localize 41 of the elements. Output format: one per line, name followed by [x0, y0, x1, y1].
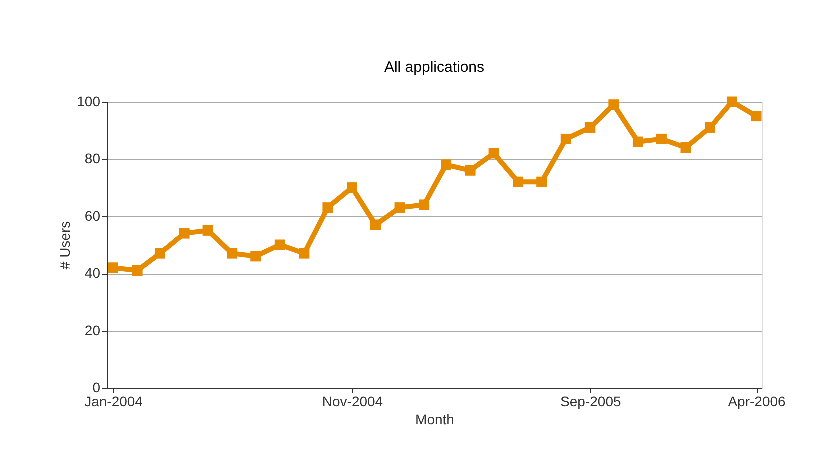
- point: [250, 251, 262, 262]
- point: [227, 248, 238, 259]
- y-tick-label: 0: [92, 380, 101, 396]
- y-tick-label: 100: [77, 94, 101, 110]
- point: [346, 182, 358, 194]
- point: [608, 100, 620, 110]
- point: [202, 225, 214, 236]
- point: [108, 262, 119, 274]
- y-tick-label: 20: [84, 322, 101, 338]
- point: [705, 122, 716, 133]
- x-tick-label: Sep-2005: [560, 394, 622, 410]
- y-tick-label: 40: [84, 265, 101, 282]
- point: [132, 265, 143, 276]
- y-axis-title: # Users: [57, 221, 74, 270]
- x-axis-title: Month: [416, 412, 454, 428]
- x-tick-label: Apr-2006: [728, 394, 786, 410]
- point: [322, 202, 334, 214]
- y-tick-label: 80: [84, 150, 101, 167]
- point: [726, 96, 738, 108]
- chart-title: All applications: [384, 59, 485, 76]
- point: [536, 176, 548, 188]
- point: [155, 248, 166, 259]
- point: [560, 134, 572, 144]
- point: [656, 134, 667, 144]
- point: [179, 228, 190, 239]
- point: [299, 248, 310, 259]
- y-tick-label: 60: [84, 208, 101, 224]
- point: [680, 142, 692, 154]
- point: [465, 165, 476, 176]
- point: [419, 200, 430, 210]
- point: [394, 202, 406, 214]
- point: [513, 176, 524, 188]
- point: [632, 136, 644, 148]
- point: [585, 122, 596, 133]
- point: [274, 240, 286, 250]
- point: [441, 160, 452, 170]
- x-tick-label: Jan-2004: [84, 394, 144, 410]
- point: [751, 111, 762, 122]
- point: [488, 148, 500, 159]
- x-tick-label: Nov-2004: [322, 394, 384, 410]
- point: [370, 220, 381, 230]
